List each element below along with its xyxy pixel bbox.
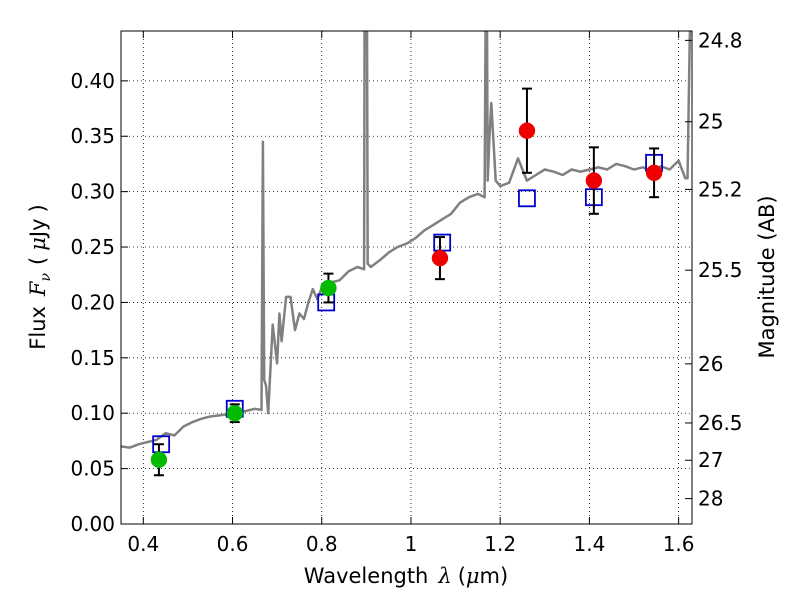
x-tick-label: 0.4	[127, 532, 159, 556]
data-point	[645, 164, 663, 182]
y-tick-label: 0.15	[70, 346, 115, 370]
x-axis-label-text: Wavelength	[304, 564, 429, 588]
y2-tick-label: 25.5	[698, 258, 743, 282]
x-tick-label: 0.8	[306, 532, 338, 556]
model-box-marker	[518, 189, 536, 208]
x-tick-label: 0.6	[217, 532, 249, 556]
y-tick-label: 0.20	[70, 290, 115, 314]
y-axis-label-subscript: ν	[38, 272, 54, 281]
axis-ticks	[121, 31, 692, 525]
x-axis-label-unit-open: (	[458, 564, 466, 588]
y-tick-label: 0.25	[70, 235, 115, 259]
y-tick-label: 0.40	[70, 69, 115, 93]
data-point	[320, 279, 337, 297]
y-axis-label-unit-rest: Jy	[26, 218, 50, 239]
data-point	[518, 122, 536, 139]
plot-background	[121, 31, 692, 524]
y-tick-label: 0.35	[70, 124, 115, 148]
y-axis-label-text: Flux	[26, 306, 50, 350]
y2-tick-label: 28	[698, 487, 723, 511]
x-tick-label: 1	[405, 532, 418, 556]
y2-tick-label: 26	[698, 352, 723, 376]
y-tick-label: 0.05	[70, 457, 115, 481]
y-axis-label-unit-close: )	[26, 204, 50, 212]
y2-tick-label: 27	[698, 448, 723, 472]
plot-area	[121, 31, 692, 477]
y-tick-label: 0.30	[70, 180, 115, 204]
x-tick-label: 1.2	[484, 532, 516, 556]
y-axis-label-unit-mu: μ	[26, 237, 50, 251]
data-point	[150, 451, 168, 468]
spectrum-line	[121, 31, 692, 449]
y-tick-label: 0.00	[70, 512, 115, 536]
y-axis-label-symbol: F	[26, 280, 50, 297]
data-point	[585, 172, 603, 189]
y-tick-label: 0.10	[70, 401, 115, 425]
x-tick-label: 1.4	[573, 532, 605, 556]
y2-tick-label: 25.2	[698, 177, 743, 201]
y2-tick-label: 26.5	[698, 411, 743, 435]
y2-axis-label: Magnitude (AB)	[755, 195, 779, 358]
x-axis-label: Wavelength λ (μm)	[304, 564, 508, 588]
data-point	[431, 249, 449, 267]
y2-tick-label: 25	[698, 110, 723, 134]
x-axis-label-unit-rest: m)	[480, 564, 509, 588]
y-axis-label: Flux Fν ( μJy)	[26, 204, 54, 349]
data-point	[226, 404, 244, 422]
x-axis-label-unit-mu: μ	[466, 564, 480, 588]
y-axis-label-unit-open: (	[26, 257, 50, 265]
x-tick-label: 1.6	[663, 532, 695, 556]
plot-frame	[120, 30, 693, 525]
x-axis-label-symbol: λ	[437, 564, 451, 588]
y2-tick-label: 24.8	[698, 28, 743, 52]
